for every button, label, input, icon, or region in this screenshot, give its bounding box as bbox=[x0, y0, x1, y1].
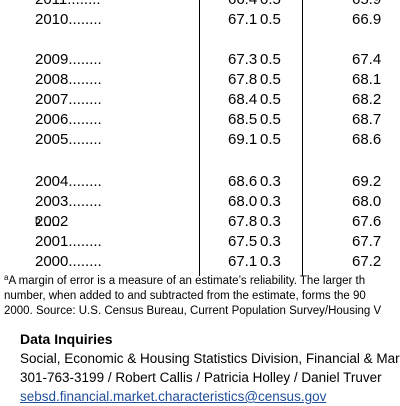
year-cell: 2005........ bbox=[35, 131, 102, 148]
estimate-cell: 68.4 bbox=[228, 91, 258, 108]
year-leader-dots: ...... bbox=[35, 213, 61, 230]
estimate-cell-2: 66.9 bbox=[352, 11, 382, 28]
table-row: 2007........ 68.4 0.5 68.2 bbox=[0, 90, 400, 110]
estimate-cell: 68.5 bbox=[228, 111, 258, 128]
table-row: 2010........ 67.1 0.5 66.9 bbox=[0, 10, 400, 30]
year-cell: 2008........ bbox=[35, 71, 102, 88]
year-cell: 2003........ bbox=[35, 193, 102, 210]
inquiries-division: Social, Economic & Housing Statistics Di… bbox=[20, 351, 400, 366]
margin-of-error-cell: 0.5 bbox=[260, 71, 281, 88]
inquiries-email-row: sebsd.financial.market.characteristics@c… bbox=[20, 388, 326, 406]
footnote-marker: a bbox=[4, 273, 9, 282]
table-row: 2005........ 69.1 0.5 68.6 bbox=[0, 130, 400, 150]
table-row: 2003........ 68.0 0.3 68.0 bbox=[0, 192, 400, 212]
table-row: 2004........ 68.6 0.3 69.2 bbox=[0, 172, 400, 192]
inquiries-contacts: 301-763-3199 / Robert Callis / Patricia … bbox=[20, 370, 382, 385]
margin-of-error-cell: 0.3 bbox=[260, 213, 281, 230]
footnote-line: number, when added to and subtracted fro… bbox=[4, 290, 366, 302]
year-cell: 2007........ bbox=[35, 91, 102, 108]
margin-of-error-cell: 0.5 bbox=[260, 111, 281, 128]
table-row: 2006........ 68.5 0.5 68.7 bbox=[0, 110, 400, 130]
table-row: 2001........ 67.5 0.3 67.7 bbox=[0, 232, 400, 252]
table-row: 2009........ 67.3 0.5 67.4 bbox=[0, 50, 400, 70]
estimate-cell-2: 67.4 bbox=[352, 51, 382, 68]
year-cell: 2011........ bbox=[35, 0, 101, 10]
margin-of-error-cell: 0.3 bbox=[260, 253, 281, 270]
table-row: 2008........ 67.8 0.5 68.1 bbox=[0, 70, 400, 90]
table-row: 2011........ 66.4 0.5 65.9 bbox=[0, 0, 400, 10]
margin-of-error-cell: 0.5 bbox=[260, 51, 281, 68]
margin-of-error-cell: 0.5 bbox=[260, 0, 281, 10]
data-inquiries-heading: Data Inquiries bbox=[20, 331, 113, 347]
margin-of-error-cell: 0.3 bbox=[260, 173, 281, 190]
estimate-cell: 67.3 bbox=[228, 51, 258, 68]
footnote-line: 2000. Source: U.S. Census Bureau, Curren… bbox=[4, 305, 382, 317]
year-cell: 2001........ bbox=[35, 233, 102, 250]
year-text: 2002 bbox=[35, 213, 69, 230]
estimate-cell-2: 68.1 bbox=[352, 71, 382, 88]
estimate-cell: 66.4 bbox=[228, 0, 257, 10]
table-row: 2002 b...... 67.8 0.3 67.6 bbox=[0, 212, 400, 232]
estimate-cell-2: 67.6 bbox=[352, 213, 382, 230]
estimate-cell-2: 68.6 bbox=[352, 131, 382, 148]
estimate-cell-2: 67.2 bbox=[352, 253, 382, 270]
estimate-cell-2: 68.0 bbox=[352, 193, 382, 210]
year-cell: 2000........ bbox=[35, 253, 102, 270]
margin-of-error-cell: 0.5 bbox=[260, 11, 281, 28]
year-cell: 2004........ bbox=[35, 173, 102, 190]
year-cell: 2010........ bbox=[35, 11, 102, 28]
estimate-cell: 67.8 bbox=[228, 71, 258, 88]
data-table: 2011........ 66.4 0.5 65.9 2010........ … bbox=[0, 0, 400, 276]
estimate-cell-2: 67.7 bbox=[352, 233, 382, 250]
margin-of-error-cell: 0.3 bbox=[260, 193, 281, 210]
contact-email-link[interactable]: sebsd.financial.market.characteristics@c… bbox=[20, 389, 327, 404]
margin-of-error-cell: 0.5 bbox=[260, 91, 281, 108]
table-footnote: aA margin of error is a measure of an es… bbox=[4, 273, 400, 319]
margin-of-error-cell: 0.5 bbox=[260, 131, 281, 148]
footnote-marker: b bbox=[35, 216, 41, 227]
column-divider-right bbox=[302, 0, 303, 276]
estimate-cell: 67.1 bbox=[228, 253, 258, 270]
estimate-cell: 68.6 bbox=[228, 173, 258, 190]
estimate-cell: 67.8 bbox=[228, 213, 258, 230]
estimate-cell: 67.1 bbox=[228, 11, 258, 28]
estimate-cell-2: 65.9 bbox=[352, 0, 381, 10]
estimate-cell-2: 68.7 bbox=[352, 111, 382, 128]
estimate-cell-2: 69.2 bbox=[352, 173, 382, 190]
estimate-cell: 69.1 bbox=[228, 131, 258, 148]
table-row: 2000........ 67.1 0.3 67.2 bbox=[0, 252, 400, 272]
estimate-cell: 68.0 bbox=[228, 193, 258, 210]
margin-of-error-cell: 0.3 bbox=[260, 233, 281, 250]
footnote-text: A margin of error is a measure of an est… bbox=[8, 275, 366, 287]
estimate-cell: 67.5 bbox=[228, 233, 258, 250]
year-cell: 2009........ bbox=[35, 51, 102, 68]
column-divider-left bbox=[199, 0, 200, 276]
footnote-line: aA margin of error is a measure of an es… bbox=[4, 273, 400, 289]
estimate-cell-2: 68.2 bbox=[352, 91, 382, 108]
year-cell: 2006........ bbox=[35, 111, 102, 128]
